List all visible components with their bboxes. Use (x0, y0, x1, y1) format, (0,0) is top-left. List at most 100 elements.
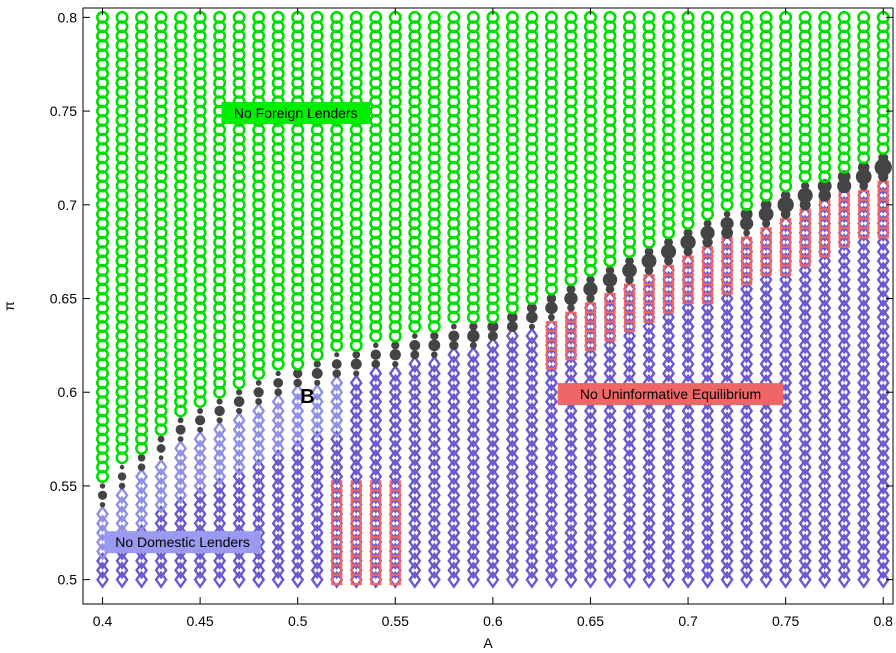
diamond-marker (662, 476, 676, 495)
diamond-marker (330, 392, 344, 411)
diamond-marker (837, 326, 851, 346)
dot-marker (137, 463, 146, 471)
diamond-marker (486, 486, 500, 505)
diamond-marker (388, 448, 402, 467)
diamond-marker (466, 448, 480, 467)
diamond-marker (798, 270, 812, 289)
circle-marker (740, 10, 754, 24)
diamond-marker (525, 411, 539, 430)
diamond-marker (583, 401, 597, 421)
diamond-marker (701, 533, 715, 552)
diamond-marker (681, 486, 695, 505)
diamond-marker (759, 458, 773, 477)
dot-marker (548, 313, 555, 321)
diamond-marker (837, 533, 851, 552)
diamond-marker (564, 542, 578, 561)
diamond-marker (779, 458, 793, 477)
diamond-marker (876, 495, 890, 514)
diamond-marker (583, 476, 597, 495)
diamond-marker (388, 439, 402, 458)
circle-marker (115, 10, 129, 24)
diamond-marker (798, 345, 812, 364)
diamond-marker (349, 467, 363, 486)
diamond-marker (701, 345, 715, 364)
diamond-marker (310, 486, 324, 505)
diamond-marker (857, 486, 871, 505)
diamond-marker (291, 523, 305, 542)
diamond-marker (564, 561, 578, 580)
diamond-marker (876, 561, 890, 580)
diamond-marker (740, 420, 754, 439)
diamond-marker (310, 448, 324, 467)
diamond-marker (505, 486, 519, 505)
diamond-marker (662, 523, 676, 542)
diamond-marker (779, 345, 793, 364)
diamond-marker (271, 439, 285, 458)
diamond-marker (701, 551, 715, 570)
diamond-marker (681, 411, 695, 430)
diamond-marker (310, 458, 324, 477)
diamond-marker (857, 523, 871, 542)
diamond-marker (701, 242, 715, 261)
diamond-marker (232, 439, 246, 458)
diamond-marker (759, 411, 773, 430)
diamond-marker (662, 533, 676, 552)
diamond-marker (154, 458, 168, 477)
diamond-marker (759, 551, 773, 570)
diamond-marker (525, 430, 539, 449)
diamond-marker (310, 401, 324, 421)
circle-marker (818, 10, 832, 24)
diamond-marker (310, 430, 324, 449)
diamond-marker (564, 308, 578, 327)
dot-marker (313, 360, 321, 368)
diamond-marker (252, 551, 266, 570)
diamond-marker (525, 420, 539, 439)
diamond-marker (779, 411, 793, 430)
diamond-marker (564, 401, 578, 421)
diamond-marker (193, 439, 207, 458)
diamond-marker (564, 570, 578, 589)
diamond-marker (583, 542, 597, 561)
diamond-marker (798, 289, 812, 308)
diamond-marker (701, 467, 715, 486)
diamond-marker (232, 458, 246, 477)
diamond-marker (759, 467, 773, 486)
diamond-marker (603, 495, 617, 514)
diamond-marker (486, 504, 500, 524)
diamond-marker (779, 401, 793, 421)
diamond-marker (818, 392, 832, 411)
square-marker (623, 283, 636, 295)
diamond-marker (505, 533, 519, 552)
diamond-marker (213, 439, 227, 458)
dot-marker (216, 417, 223, 424)
diamond-marker (115, 570, 129, 589)
diamond-marker (818, 345, 832, 364)
diamond-marker (798, 458, 812, 477)
diamond-marker (213, 561, 227, 580)
dot-marker (311, 368, 323, 379)
diamond-marker (720, 298, 734, 317)
diamond-marker (330, 561, 344, 580)
diamond-marker (818, 261, 832, 280)
diamond-marker (779, 514, 793, 533)
diamond-marker (291, 561, 305, 580)
diamond-marker (447, 514, 461, 533)
dot-marker (660, 244, 677, 260)
diamond-marker (544, 420, 558, 439)
diamond-marker (662, 420, 676, 439)
diamond-marker (427, 570, 441, 589)
diamond-marker (662, 448, 676, 467)
diamond-marker (525, 467, 539, 486)
diamond-marker (857, 392, 871, 411)
diamond-marker (876, 261, 890, 280)
diamond-marker (427, 561, 441, 580)
diamond-marker (603, 336, 617, 355)
diamond-marker (388, 420, 402, 439)
diamond-marker (701, 542, 715, 561)
diamond-marker (544, 411, 558, 430)
diamond-marker (740, 523, 754, 542)
dot-marker (528, 323, 535, 330)
diamond-marker (857, 401, 871, 421)
diamond-marker (427, 486, 441, 505)
diamond-marker (427, 458, 441, 477)
